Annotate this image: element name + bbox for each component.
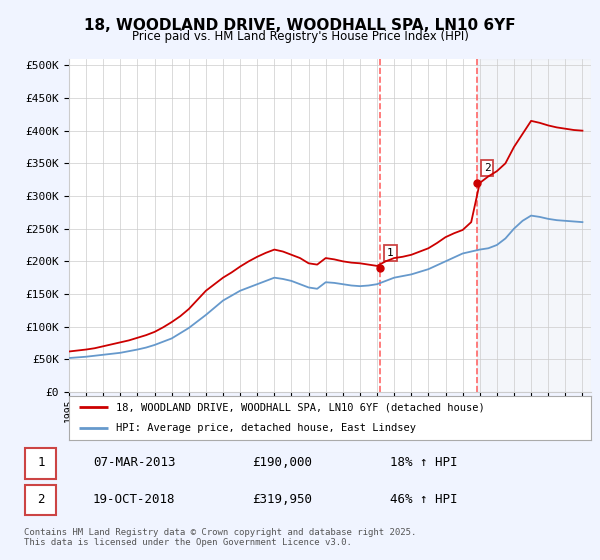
Text: 1: 1 <box>387 248 394 258</box>
Text: 1: 1 <box>37 456 44 469</box>
Text: 18, WOODLAND DRIVE, WOODHALL SPA, LN10 6YF (detached house): 18, WOODLAND DRIVE, WOODHALL SPA, LN10 6… <box>116 402 485 412</box>
Text: HPI: Average price, detached house, East Lindsey: HPI: Average price, detached house, East… <box>116 423 416 433</box>
Text: Price paid vs. HM Land Registry's House Price Index (HPI): Price paid vs. HM Land Registry's House … <box>131 30 469 43</box>
Text: Contains HM Land Registry data © Crown copyright and database right 2025.
This d: Contains HM Land Registry data © Crown c… <box>24 528 416 547</box>
FancyBboxPatch shape <box>25 484 56 515</box>
Text: 18% ↑ HPI: 18% ↑ HPI <box>390 456 458 469</box>
Text: 46% ↑ HPI: 46% ↑ HPI <box>390 493 458 506</box>
Text: 19-OCT-2018: 19-OCT-2018 <box>93 493 176 506</box>
Text: 2: 2 <box>484 163 490 173</box>
Text: £319,950: £319,950 <box>252 493 312 506</box>
Text: 07-MAR-2013: 07-MAR-2013 <box>93 456 176 469</box>
Text: £190,000: £190,000 <box>252 456 312 469</box>
Bar <box>477 59 591 392</box>
Text: 2: 2 <box>37 493 44 506</box>
Text: 18, WOODLAND DRIVE, WOODHALL SPA, LN10 6YF: 18, WOODLAND DRIVE, WOODHALL SPA, LN10 6… <box>84 18 516 33</box>
FancyBboxPatch shape <box>25 448 56 479</box>
